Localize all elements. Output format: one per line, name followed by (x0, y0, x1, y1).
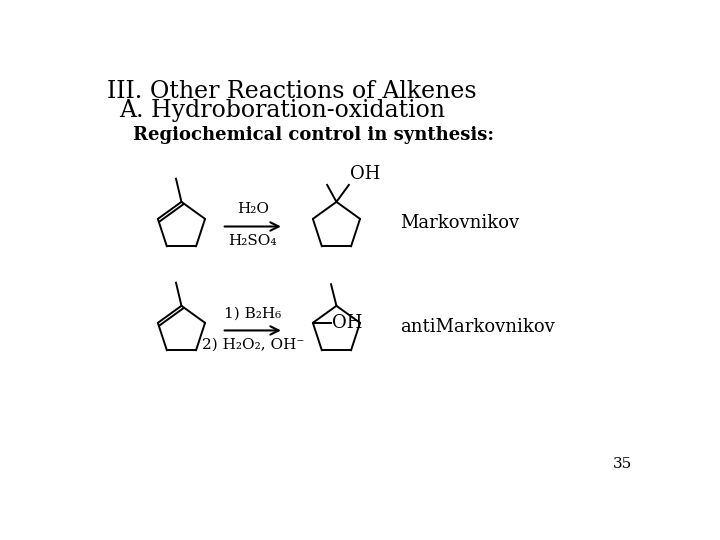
Text: 35: 35 (613, 457, 632, 471)
Text: OH: OH (350, 165, 380, 183)
Text: 1) B₂H₆: 1) B₂H₆ (224, 306, 282, 320)
Text: H₂SO₄: H₂SO₄ (228, 234, 277, 248)
Text: Regiochemical control in synthesis:: Regiochemical control in synthesis: (132, 126, 494, 144)
Text: H₂O: H₂O (237, 202, 269, 217)
Text: A. Hydroboration-oxidation: A. Hydroboration-oxidation (120, 99, 446, 122)
Text: Markovnikov: Markovnikov (400, 214, 519, 232)
Text: III. Other Reactions of Alkenes: III. Other Reactions of Alkenes (107, 80, 477, 103)
Text: OH: OH (332, 314, 363, 332)
Text: antiMarkovnikov: antiMarkovnikov (400, 318, 554, 335)
Text: 2) H₂O₂, OH⁻: 2) H₂O₂, OH⁻ (202, 338, 304, 352)
